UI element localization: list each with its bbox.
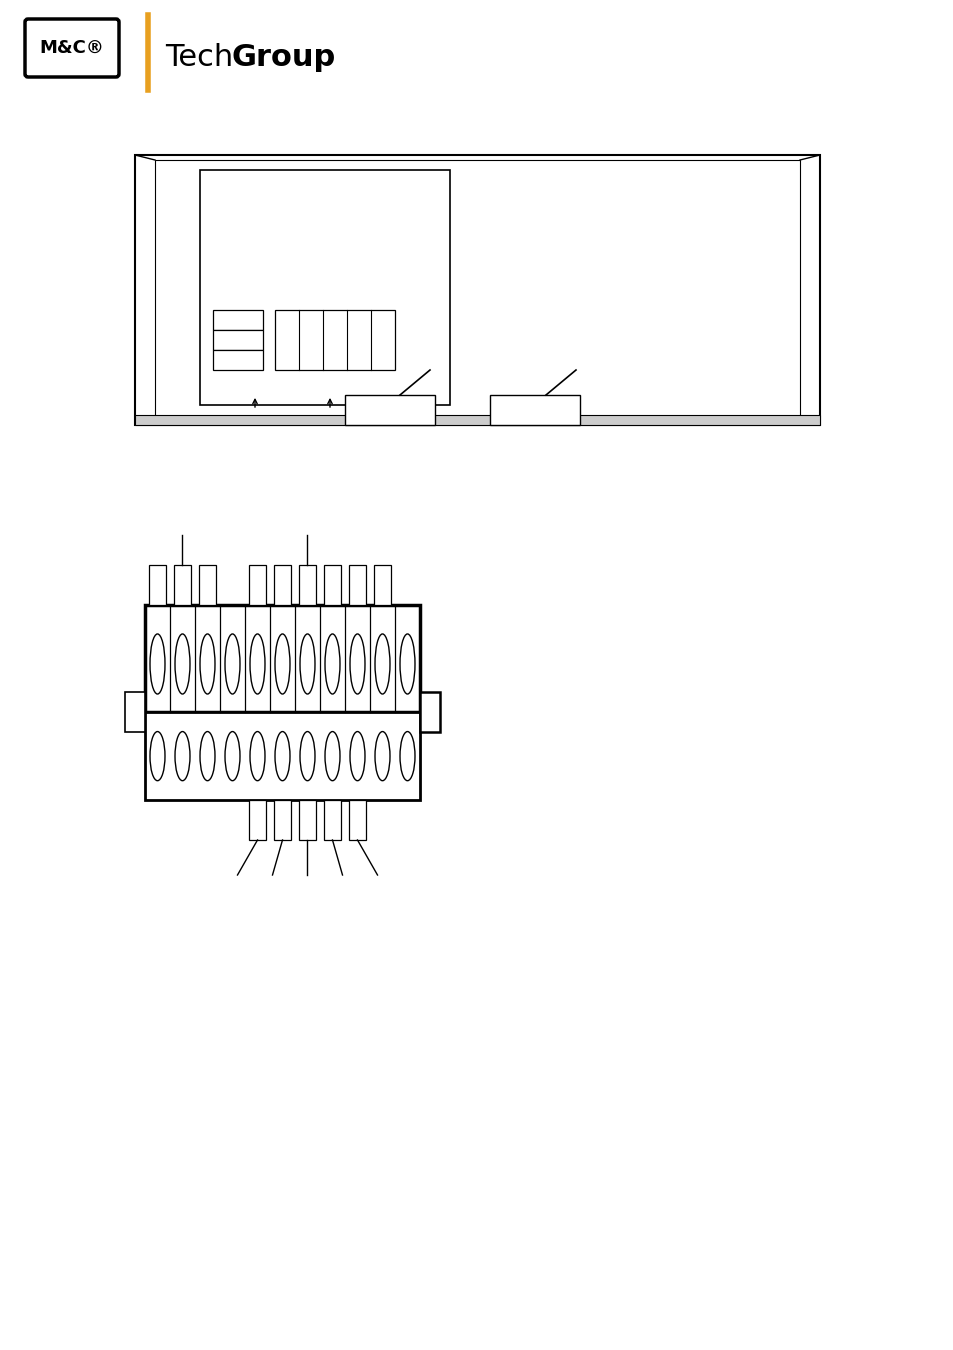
Bar [323,801,341,840]
Ellipse shape [225,634,240,694]
Bar [135,155,820,425]
Ellipse shape [299,732,314,780]
Ellipse shape [150,634,165,694]
Ellipse shape [274,634,290,694]
FancyBboxPatch shape [25,19,119,77]
Ellipse shape [174,732,190,780]
Ellipse shape [299,634,314,694]
Bar [374,566,391,605]
Bar [349,801,366,840]
Bar [323,566,341,605]
Bar [173,566,191,605]
Bar [213,310,263,329]
Bar [274,801,291,840]
Ellipse shape [350,732,365,780]
Bar [345,396,435,425]
Ellipse shape [325,634,339,694]
Bar [213,350,263,370]
Bar [125,693,145,732]
Ellipse shape [250,732,265,780]
Bar [145,605,419,713]
Bar [145,713,419,801]
Ellipse shape [399,634,415,694]
Bar [419,693,439,732]
Bar [298,566,315,605]
Ellipse shape [274,732,290,780]
Bar [200,170,450,405]
Bar [249,801,266,840]
Bar [249,566,266,605]
Ellipse shape [174,634,190,694]
Bar [198,566,216,605]
Bar [274,310,395,370]
Ellipse shape [200,732,214,780]
Bar [213,329,263,350]
Text: Tech: Tech [165,43,233,73]
Ellipse shape [325,732,339,780]
Ellipse shape [375,634,390,694]
Ellipse shape [200,634,214,694]
Text: M&C®: M&C® [39,39,104,57]
Bar [149,566,166,605]
Ellipse shape [399,732,415,780]
Ellipse shape [350,634,365,694]
Bar [298,801,315,840]
Text: Group: Group [232,43,335,73]
Ellipse shape [250,634,265,694]
Ellipse shape [225,732,240,780]
Bar [135,414,820,425]
Ellipse shape [150,732,165,780]
Ellipse shape [375,732,390,780]
Bar [349,566,366,605]
Bar [154,161,800,420]
Bar [490,396,579,425]
Bar [274,566,291,605]
